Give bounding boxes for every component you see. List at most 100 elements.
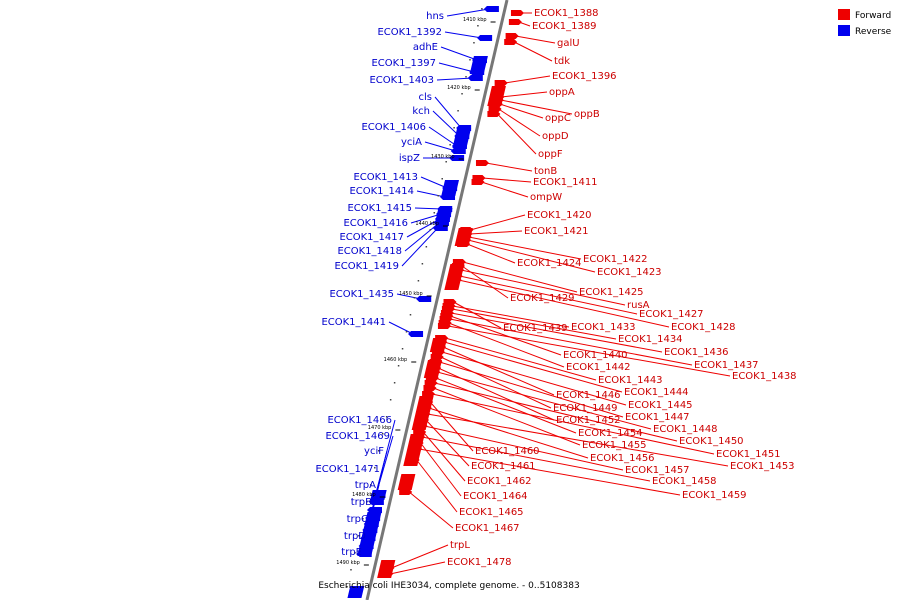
gene-label-ecok1-1450[interactable]: ECOK1_1450 [679,436,744,447]
gene-label-ecok1-1389[interactable]: ECOK1_1389 [532,21,597,32]
gene-label-ecok1-1440[interactable]: ECOK1_1440 [563,350,628,361]
gene-label-ecok1-1420[interactable]: ECOK1_1420 [527,210,592,221]
gene-label-ecok1-1442[interactable]: ECOK1_1442 [566,362,631,373]
gene-reverse-ycif[interactable] [367,507,382,513]
gene-label-ecok1-1445[interactable]: ECOK1_1445 [628,400,693,411]
gene-label-oppa[interactable]: oppA [549,87,575,98]
gene-forward-oppd[interactable] [488,106,502,112]
gene-label-ecok1-1434[interactable]: ECOK1_1434 [618,334,683,345]
gene-label-ecok1-1433[interactable]: ECOK1_1433 [571,322,636,333]
gene-label-ecok1-1437[interactable]: ECOK1_1437 [694,360,759,371]
gene-label-ecok1-1417[interactable]: ECOK1_1417 [339,232,404,243]
gene-label-ecok1-1425[interactable]: ECOK1_1425 [579,287,644,298]
gene-label-ecok1-1455[interactable]: ECOK1_1455 [582,440,647,451]
gene-label-ecok1-1421[interactable]: ECOK1_1421 [524,226,589,237]
gene-label-ecok1-1428[interactable]: ECOK1_1428 [671,322,736,333]
gene-forward-ecok1-1467[interactable] [399,489,413,495]
gene-label-ecok1-1411[interactable]: ECOK1_1411 [533,177,598,188]
gene-forward-oppf[interactable] [487,111,501,117]
gene-label-ecok1-1422[interactable]: ECOK1_1422 [583,254,648,265]
gene-forward-ecok1-1455[interactable] [423,385,437,391]
gene-label-tdk[interactable]: tdk [554,56,570,67]
gene-forward-ecok1-1451[interactable] [422,391,436,397]
gene-label-ecok1-1388[interactable]: ECOK1_1388 [534,8,599,19]
gene-label-ecok1-1467[interactable]: ECOK1_1467 [455,523,520,534]
gene-label-ecok1-1453[interactable]: ECOK1_1453 [730,461,795,472]
gene-label-ecok1-1451[interactable]: ECOK1_1451 [716,449,781,460]
gene-label-ecok1-1443[interactable]: ECOK1_1443 [598,375,663,386]
gene-label-ecok1-1416[interactable]: ECOK1_1416 [343,218,408,229]
gene-forward-tdk[interactable] [504,39,518,45]
gene-reverse-ecok1-1435[interactable] [416,296,432,302]
gene-reverse-ecok1-1392[interactable] [477,35,493,41]
gene-forward-ecok1-1449[interactable] [430,354,444,360]
gene-label-cls[interactable]: cls [419,92,433,103]
gene-label-hns[interactable]: hns [426,11,444,22]
gene-forward-tonb[interactable] [475,160,489,166]
gene-label-ecok1-1406[interactable]: ECOK1_1406 [361,122,426,133]
gene-forward-ompw[interactable] [471,179,485,185]
gene-reverse-ecok1-1469[interactable] [368,499,384,505]
gene-forward-ecok1-1396[interactable] [494,80,508,86]
gene-label-ecok1-1465[interactable]: ECOK1_1465 [459,507,524,518]
gene-label-ecok1-1464[interactable]: ECOK1_1464 [463,491,528,502]
gene-label-kch[interactable]: kch [412,106,430,117]
gene-label-ecok1-1415[interactable]: ECOK1_1415 [347,203,412,214]
gene-label-ecok1-1424[interactable]: ECOK1_1424 [517,258,582,269]
gene-label-ecok1-1461[interactable]: ECOK1_1461 [471,461,536,472]
gene-label-trpc[interactable]: trpC [347,514,368,525]
gene-label-ecok1-1441[interactable]: ECOK1_1441 [321,317,386,328]
gene-forward-ecok1-1388[interactable] [510,10,524,16]
gene-reverse-hns[interactable] [483,6,499,12]
gene-label-ecok1-1457[interactable]: ECOK1_1457 [625,465,690,476]
gene-label-ecok1-1459[interactable]: ECOK1_1459 [682,490,747,501]
gene-label-ecok1-1397[interactable]: ECOK1_1397 [371,58,436,69]
gene-label-rusa[interactable]: rusA [627,300,650,311]
gene-label-oppc[interactable]: oppC [545,113,571,124]
gene-forward-ecok1-1438[interactable] [437,323,451,329]
gene-label-ecok1-1462[interactable]: ECOK1_1462 [467,476,532,487]
gene-label-trpd[interactable]: trpD [344,531,366,542]
gene-label-oppf[interactable]: oppF [538,149,563,160]
gene-label-ecok1-1460[interactable]: ECOK1_1460 [475,446,540,457]
gene-label-trpb[interactable]: trpB [351,497,372,508]
gene-label-trpe[interactable]: trpE [341,547,362,558]
gene-label-ecok1-1423[interactable]: ECOK1_1423 [597,267,662,278]
gene-forward-ecok1-1462[interactable] [413,429,427,435]
gene-label-oppb[interactable]: oppB [574,109,600,120]
gene-label-ecok1-1392[interactable]: ECOK1_1392 [377,27,442,38]
gene-forward-galu[interactable] [505,33,519,39]
gene-label-ecok1-1456[interactable]: ECOK1_1456 [590,453,655,464]
gene-label-ecok1-1396[interactable]: ECOK1_1396 [552,71,617,82]
gene-label-ycif[interactable]: yciF [364,446,384,457]
gene-forward-ecok1-1389[interactable] [508,19,522,25]
gene-label-ecok1-1452[interactable]: ECOK1_1452 [556,415,621,426]
gene-label-ecok1-1413[interactable]: ECOK1_1413 [353,172,418,183]
gene-label-ecok1-1438[interactable]: ECOK1_1438 [732,371,797,382]
gene-reverse-ecok1-1441[interactable] [408,331,424,337]
gene-label-ecok1-1427[interactable]: ECOK1_1427 [639,309,704,320]
gene-label-ecok1-1439[interactable]: ECOK1_1439 [503,323,568,334]
gene-label-ecok1-1444[interactable]: ECOK1_1444 [624,387,689,398]
gene-label-ecok1-1466[interactable]: ECOK1_1466 [327,415,392,426]
gene-label-ecok1-1469[interactable]: ECOK1_1469 [325,431,390,442]
gene-label-adhe[interactable]: adhE [413,42,438,53]
gene-label-ecok1-1446[interactable]: ECOK1_1446 [556,390,621,401]
gene-label-ecok1-1429[interactable]: ECOK1_1429 [510,293,575,304]
gene-forward-ecok1-1450[interactable] [424,380,438,386]
gene-label-ecok1-1414[interactable]: ECOK1_1414 [349,186,414,197]
gene-label-ecok1-1418[interactable]: ECOK1_1418 [337,246,402,257]
gene-label-ecok1-1458[interactable]: ECOK1_1458 [652,476,717,487]
gene-label-ecok1-1471[interactable]: ECOK1_1471 [315,464,380,475]
gene-label-ecok1-1419[interactable]: ECOK1_1419 [334,261,399,272]
gene-label-ecok1-1435[interactable]: ECOK1_1435 [329,289,394,300]
gene-reverse-ycia[interactable] [450,148,466,154]
gene-label-ispz[interactable]: ispZ [399,153,420,164]
gene-label-tonb[interactable]: tonB [534,166,557,177]
gene-label-ycia[interactable]: yciA [401,137,422,148]
gene-label-ecok1-1447[interactable]: ECOK1_1447 [625,412,690,423]
gene-label-ecok1-1454[interactable]: ECOK1_1454 [578,428,643,439]
gene-label-ecok1-1403[interactable]: ECOK1_1403 [369,75,434,86]
gene-label-galu[interactable]: galU [557,38,580,49]
gene-label-ompw[interactable]: ompW [530,192,562,203]
